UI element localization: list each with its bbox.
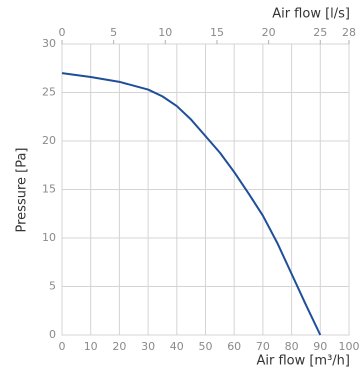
x2-tick-label: 25	[313, 26, 327, 39]
y-tick-label: 25	[42, 86, 56, 99]
x2-tick-label: 15	[210, 26, 224, 39]
x2-tick-label: 10	[158, 26, 172, 39]
x-tick-label: 100	[339, 340, 360, 353]
x2-tick-label: 0	[59, 26, 66, 39]
x2-tick-label: 28	[342, 26, 356, 39]
curve	[61, 72, 322, 336]
x-tick-label: 10	[84, 340, 98, 353]
x-tick-label: 20	[112, 340, 126, 353]
y-tick-label: 5	[49, 280, 56, 293]
x-axis-title: Air flow [m³/h]	[256, 354, 350, 369]
x-tick-label: 90	[313, 340, 327, 353]
x-tick-label: 50	[199, 340, 213, 353]
y-tick-label: 15	[42, 183, 56, 196]
x-tick-label: 70	[256, 340, 270, 353]
y-tick-label: 20	[42, 134, 56, 147]
y-tick-label: 30	[42, 37, 56, 50]
y-tick-label: 0	[49, 328, 56, 341]
x-tick-label: 0	[59, 340, 66, 353]
x2-axis-title: Air flow [l/s]	[272, 7, 350, 22]
x-tick-label: 40	[170, 340, 184, 353]
y-tick-label: 10	[42, 231, 56, 244]
x-tick-label: 30	[141, 340, 155, 353]
y-axis-title: Pressure [Pa]	[15, 147, 30, 232]
x-tick-label: 80	[285, 340, 299, 353]
x2-tick-label: 5	[110, 26, 117, 39]
x2-tick-label: 20	[262, 26, 276, 39]
x-tick-label: 60	[227, 340, 241, 353]
